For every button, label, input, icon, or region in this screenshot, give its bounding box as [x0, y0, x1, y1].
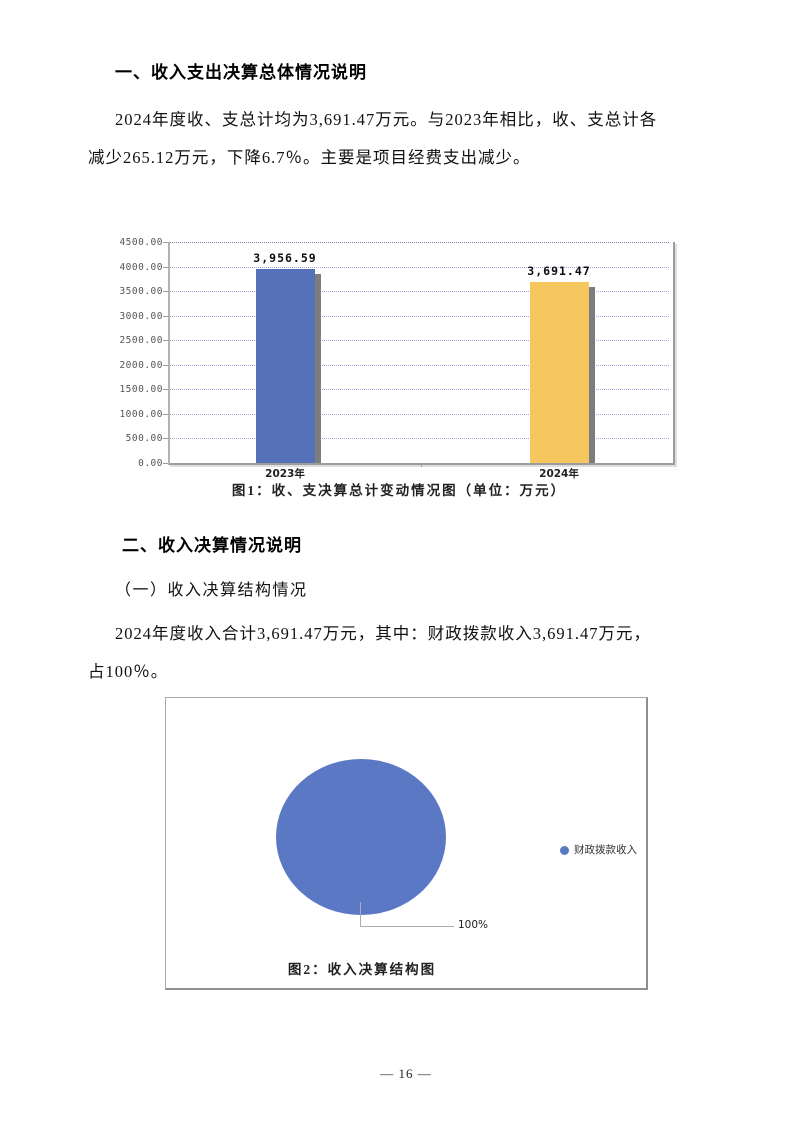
- bar-chart-figure1: 4500.00 4000.00 3500.00 3000.00 2500.00 2000.…: [119, 232, 675, 500]
- gridline: [170, 365, 669, 366]
- y-tick-label: 3000.00: [119, 311, 163, 322]
- x-axis-center-tick: [421, 463, 422, 467]
- section1-paragraph-line-2: 减少265.12万元，下降6.7％。主要是项目经费支出减少。: [88, 148, 531, 167]
- section2-subheading: （一）收入决算结构情况: [115, 582, 308, 599]
- bar-2023年: [255, 269, 315, 463]
- figure1-caption: 图1：收、支决算总计变动情况图（单位：万元）: [231, 483, 567, 498]
- bar-chart-y-axis-labels: 4500.00 4000.00 3500.00 3000.00 2500.00 2000.…: [119, 238, 163, 469]
- gridline: [170, 438, 669, 439]
- gridline: [170, 242, 669, 243]
- y-tick-mark: [163, 291, 168, 292]
- section2-heading: 二、收入决算情况说明: [122, 536, 302, 555]
- y-tick-mark: [163, 438, 168, 439]
- bar-value-label: 3,956.59: [253, 251, 317, 265]
- x-tick-label: 2024年: [539, 468, 579, 480]
- y-tick-label: 1000.00: [119, 409, 163, 420]
- gridline: [170, 316, 669, 317]
- bar-2024年: [529, 282, 589, 463]
- x-tick-label: 2023年: [265, 468, 305, 480]
- bar-value-label: 3,691.47: [527, 264, 591, 278]
- y-tick-label: 500.00: [125, 433, 163, 444]
- y-tick-mark: [163, 316, 168, 317]
- y-tick-mark: [163, 340, 168, 341]
- gridline: [170, 340, 669, 341]
- bar-shadow: [314, 274, 321, 463]
- section1-heading: 一、收入支出决算总体情况说明: [115, 63, 367, 82]
- pie-leader-line-vertical: [360, 902, 361, 926]
- y-tick-mark: [163, 389, 168, 390]
- bar-shadow: [588, 287, 595, 463]
- y-tick-label: 4000.00: [119, 262, 163, 273]
- gridline: [170, 414, 669, 415]
- y-tick-label: 4500.00: [119, 237, 163, 248]
- y-tick-label: 1500.00: [119, 384, 163, 395]
- gridline: [170, 267, 669, 268]
- y-tick-label: 2000.00: [119, 360, 163, 371]
- y-tick-label: 0.00: [138, 458, 163, 469]
- section1-paragraph-line-1: 2024年度收、支总计均为3,691.47万元。与2023年相比，收、支总计各: [115, 110, 658, 129]
- pie-slice-fiscal-allocation-income: [276, 759, 446, 915]
- pie-legend: 财政拨款收入: [560, 844, 637, 856]
- legend-dot-icon: [560, 845, 569, 855]
- y-tick-label: 2500.00: [119, 335, 163, 346]
- gridline: [170, 291, 669, 292]
- section2-paragraph-line-1: 2024年度收入合计3,691.47万元，其中：财政拨款收入3,691.47万元…: [115, 624, 651, 643]
- page-number: — 16 —: [380, 1066, 432, 1081]
- y-tick-label: 3500.00: [119, 286, 163, 297]
- y-tick-mark: [163, 463, 168, 464]
- y-tick-mark: [163, 365, 168, 366]
- y-tick-mark: [163, 414, 168, 415]
- pie-leader-line-horizontal: [360, 926, 454, 927]
- y-tick-mark: [163, 242, 168, 243]
- pie-chart-figure2: 100% 财政拨款收入 图2：收入决算结构图: [165, 697, 648, 990]
- gridline: [170, 389, 669, 390]
- legend-label: 财政拨款收入: [574, 844, 637, 856]
- section2-paragraph-line-2: 占100％。: [88, 662, 169, 681]
- pie-percent-label: 100%: [458, 919, 489, 931]
- y-tick-mark: [163, 267, 168, 268]
- bar-chart-plot-area: 3,956.59 2023年 3,691.47 2024年: [163, 242, 675, 480]
- figure2-caption: 图2：收入决算结构图: [287, 962, 437, 977]
